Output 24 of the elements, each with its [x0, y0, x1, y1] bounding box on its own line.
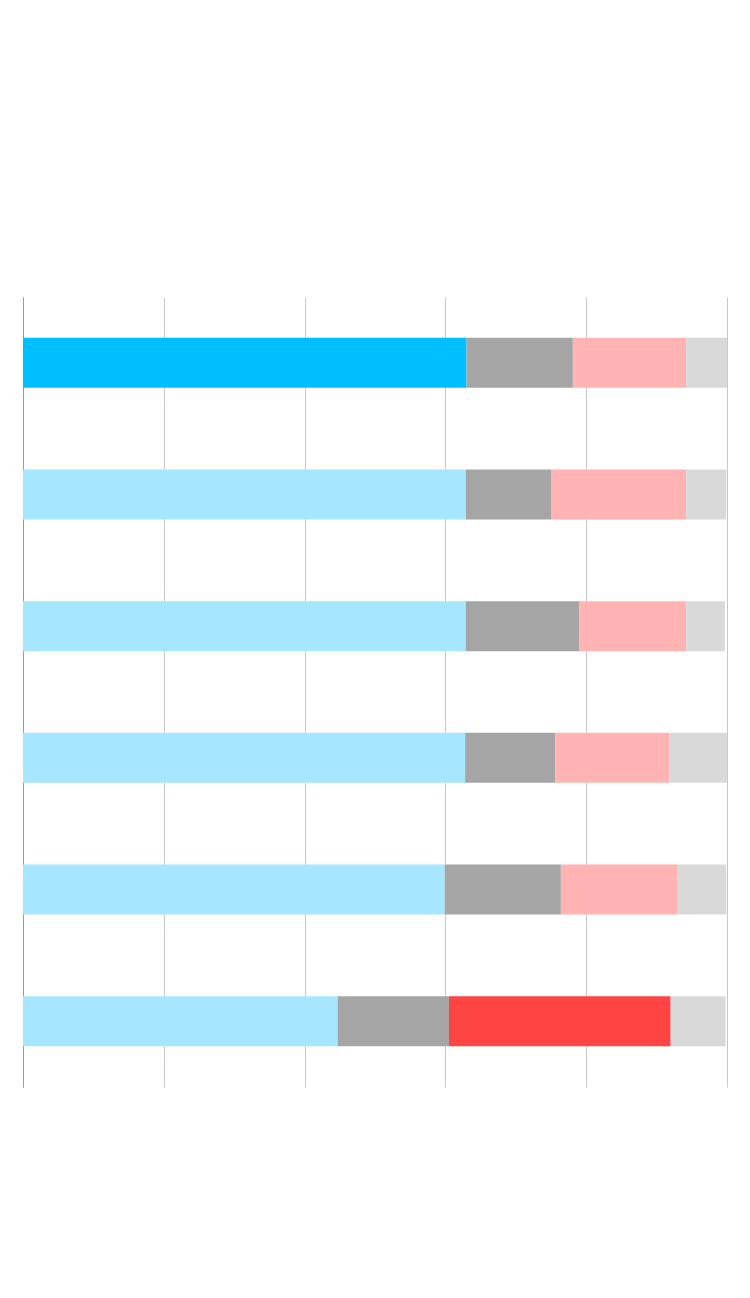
bar	[448, 996, 671, 1047]
bar	[465, 732, 556, 783]
bar	[551, 469, 687, 520]
bar	[23, 469, 466, 520]
bar	[579, 601, 687, 652]
bar	[466, 337, 573, 388]
bar	[560, 864, 678, 915]
bar	[669, 732, 727, 783]
bar	[677, 864, 727, 915]
bar	[444, 864, 561, 915]
bar	[572, 337, 687, 388]
bar	[23, 732, 466, 783]
bar	[686, 601, 725, 652]
bar	[23, 601, 466, 652]
bar	[23, 337, 467, 388]
bar	[670, 996, 726, 1047]
bar	[686, 337, 727, 388]
bar	[465, 469, 551, 520]
bar	[23, 864, 445, 915]
bar	[686, 469, 727, 520]
bar	[555, 732, 670, 783]
bar	[465, 601, 580, 652]
bar	[23, 996, 338, 1047]
bar	[337, 996, 449, 1047]
